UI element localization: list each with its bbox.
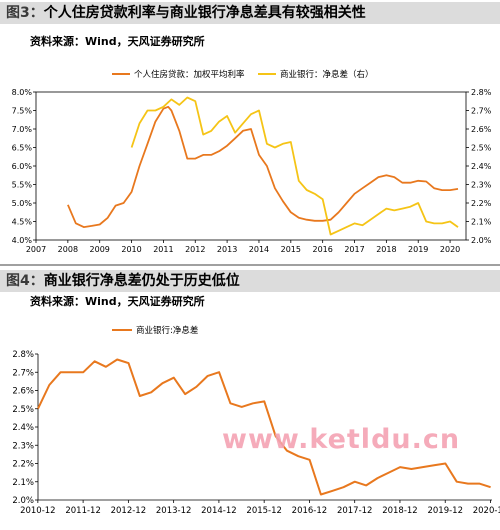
figure1-source: 资料来源：Wind，天风证券研究所 [30,35,205,48]
y-left-tick-label: 5.5% [12,181,33,190]
y-tick-label: 2.8% [12,350,34,360]
x-tick-label: 2013 [217,245,237,254]
figure1-title: 个人住房贷款利率与商业银行净息差具有较强相关性 [43,5,366,21]
y-right-tick-label: 2.8% [471,88,492,97]
y-tick-label: 2.0% [12,496,34,506]
y-right-tick-label: 2.0% [471,236,492,245]
y-left-tick-label: 8.0% [12,88,33,97]
y-tick-label: 2.3% [12,441,34,451]
x-tick-label: 2007 [26,245,46,254]
x-tick-label: 2019 [408,245,428,254]
series-line-net-interest-margin [37,358,491,496]
x-tick-label: 2010-12 [20,506,56,516]
x-tick-label: 2011 [153,245,173,254]
x-tick-label: 2020-12 [473,506,500,516]
y-left-tick-label: 4.5% [12,218,33,227]
x-tick-label: 2016 [312,245,332,254]
figure-divider [0,264,500,266]
watermark: www.ketldu.cn [222,424,461,455]
x-tick-label: 2016-12 [292,506,328,516]
chart1: 4.0% 4.5% 5.0% 5.5% 6.0% 6.5% 7.0% 7.5% 8.0% 2.0%… [12,69,492,254]
legend-label-net-interest-margin: 商业银行:净息差 [136,325,198,336]
y-tick-label: 2.2% [12,460,34,470]
x-tick-label: 2014-12 [201,506,237,516]
x-tick-label: 2014 [249,245,269,254]
y-right-tick-label: 2.5% [471,144,492,153]
x-tick-label: 2009 [90,245,110,254]
x-tick-label: 2015-12 [246,506,282,516]
y-right-tick-label: 2.7% [471,107,492,116]
x-tick-label: 2017 [344,245,364,254]
figure2-source: 资料来源：Wind，天风证券研究所 [30,295,205,308]
chart2: 2.0% 2.1% 2.2% 2.3% 2.4% 2.5% 2.6% 2.7% 2.8% 2010… [12,325,500,516]
y-left-tick-label: 7.0% [12,125,33,134]
figure2-title: 商业银行净息差仍处于历史低位 [43,273,240,289]
x-tick-label: 2011-12 [65,506,101,516]
y-tick-label: 2.1% [12,478,34,488]
series-line-net-interest-margin [130,96,459,236]
y-right-tick-label: 2.3% [471,181,492,190]
y-tick-label: 2.5% [12,405,34,415]
series-line-mortgage-rate [67,105,459,228]
figure2-header: 图4：商业银行净息差仍处于历史低位 [0,270,500,292]
x-tick-label: 2020 [440,245,460,254]
legend-label-net-interest-margin: 商业银行：净息差（右） [280,69,374,80]
y-tick-label: 2.4% [12,423,34,433]
x-tick-label: 2019-12 [427,506,463,516]
y-right-tick-label: 2.1% [471,218,492,227]
x-tick-label: 2017-12 [337,506,373,516]
y-right-tick-label: 2.4% [471,162,492,171]
y-left-tick-label: 6.0% [12,162,33,171]
x-tick-label: 2015 [281,245,301,254]
y-left-tick-label: 4.0% [12,236,33,245]
y-right-tick-label: 2.6% [471,125,492,134]
x-tick-label: 2018-12 [382,506,418,516]
x-tick-label: 2012-12 [111,506,147,516]
x-tick-label: 2018 [376,245,396,254]
legend-label-mortgage-rate: 个人住房贷款：加权平均利率 [134,69,245,80]
y-right-tick-label: 2.2% [471,199,492,208]
y-tick-label: 2.7% [12,368,34,378]
figure2-title-line: 图4：商业银行净息差仍处于历史低位 [6,271,240,291]
y-tick-label: 2.6% [12,387,34,397]
y-left-tick-label: 5.0% [12,199,33,208]
x-tick-label: 2008 [58,245,78,254]
x-tick-label: 2013-12 [156,506,192,516]
figure1-title-line: 图3：个人住房贷款利率与商业银行净息差具有较强相关性 [6,3,366,23]
y-left-tick-label: 7.5% [12,107,33,116]
figure1-label: 图3： [6,5,44,21]
x-tick-label: 2012 [185,245,205,254]
figure1-header: 图3：个人住房贷款利率与商业银行净息差具有较强相关性 [0,2,500,24]
figure2-label: 图4： [6,273,44,289]
y-left-tick-label: 6.5% [12,144,33,153]
x-tick-label: 2010 [121,245,141,254]
